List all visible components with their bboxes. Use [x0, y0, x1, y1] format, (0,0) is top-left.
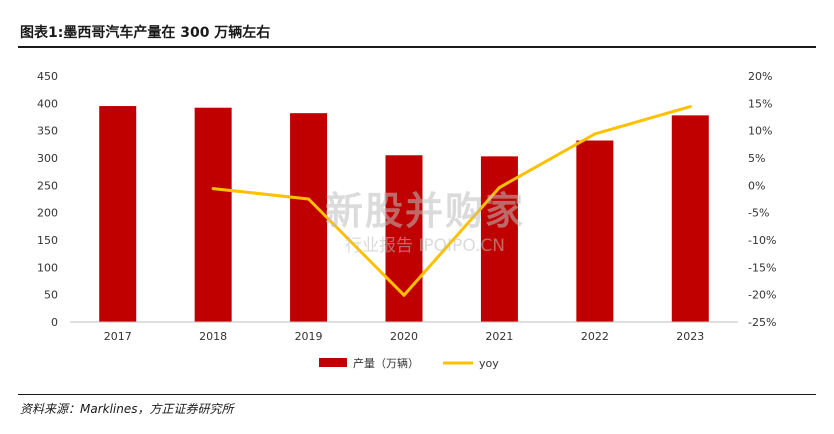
y-left-tick-label: 200 — [37, 207, 58, 220]
y-left-tick-label: 400 — [37, 97, 58, 110]
y-left-tick-label: 100 — [37, 261, 58, 274]
y-right-tick-label: 5% — [748, 152, 765, 165]
source-rule — [18, 394, 816, 395]
point-yoy-2019 — [307, 197, 311, 201]
y-right-tick-label: 20% — [748, 70, 772, 83]
y-left-tick-label: 250 — [37, 179, 58, 192]
chart-title: 图表1:墨西哥汽车产量在 300 万辆左右 — [20, 25, 271, 41]
x-tick-label: 2018 — [199, 330, 227, 343]
point-yoy-2020 — [402, 293, 406, 297]
source-note: 资料来源：Marklines，方正证券研究所 — [20, 402, 234, 416]
y-left-tick-label: 350 — [37, 125, 58, 138]
x-tick-label: 2021 — [485, 330, 513, 343]
y-left-tick-label: 0 — [51, 316, 58, 329]
y-left-tick-label: 150 — [37, 234, 58, 247]
bar-2017 — [99, 106, 137, 322]
point-yoy-2018 — [211, 187, 215, 191]
bar-2018 — [194, 107, 232, 322]
y-right-tick-label: 15% — [748, 97, 772, 110]
point-yoy-2023 — [688, 105, 692, 109]
series-line-yoy — [212, 105, 691, 297]
y-right-tick-label: 10% — [748, 125, 772, 138]
y-left-tick-label: 450 — [37, 70, 58, 83]
legend-swatch-bar — [319, 358, 347, 367]
x-tick-label: 2022 — [581, 330, 609, 343]
x-tick-label: 2023 — [676, 330, 704, 343]
y-right-tick-label: -15% — [748, 261, 776, 274]
y-right-tick-label: 0% — [748, 179, 765, 192]
legend-label-bar: 产量（万辆） — [353, 356, 419, 370]
bar-2021 — [480, 156, 518, 322]
y-left-tick-label: 300 — [37, 152, 58, 165]
x-tick-label: 2017 — [104, 330, 132, 343]
x-tick-label: 2020 — [390, 330, 418, 343]
bar-2023 — [671, 115, 709, 322]
y-right-tick-label: -25% — [748, 316, 776, 329]
bar-2020 — [385, 155, 423, 322]
y-right-tick-label: -20% — [748, 289, 776, 302]
point-yoy-2022 — [593, 132, 597, 136]
y-left-tick-label: 50 — [44, 289, 58, 302]
y-right-tick-label: -5% — [748, 207, 769, 220]
point-yoy-2021 — [497, 186, 501, 190]
bar-2022 — [576, 140, 614, 322]
bar-2019 — [290, 113, 328, 322]
title-rule — [18, 46, 816, 48]
legend-label-line: yoy — [479, 357, 499, 370]
x-tick-label: 2019 — [295, 330, 323, 343]
y-right-tick-label: -10% — [748, 234, 776, 247]
